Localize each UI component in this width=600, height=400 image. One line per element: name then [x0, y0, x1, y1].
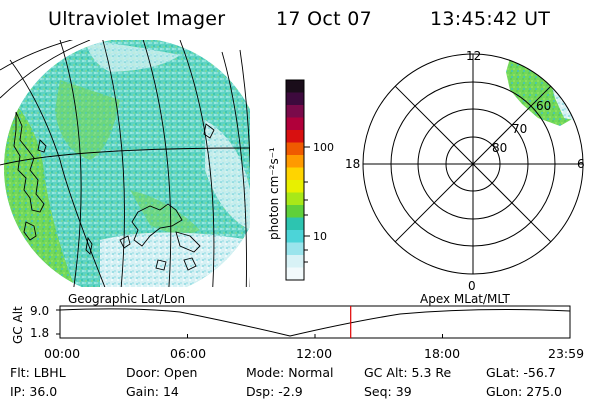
info-ip-value: 36.0 — [29, 384, 58, 399]
info-gc-alt: GC Alt: 5.3 Re — [364, 365, 451, 380]
info-flt-value: LBHL — [33, 365, 66, 380]
info-dsp-value: -2.9 — [278, 384, 303, 399]
info-seq-value: 39 — [395, 384, 412, 399]
info-glon: GLon: 275.0 — [486, 384, 562, 399]
info-flt-key: Flt: — [10, 365, 30, 380]
geographic-map — [0, 40, 250, 287]
info-door-key: Door: — [126, 365, 161, 380]
info-gain: Gain: 14 — [126, 384, 179, 399]
window-title: Ultraviolet Imager — [48, 8, 226, 30]
colorbar-swatch — [286, 217, 304, 231]
info-glat-key: GLat: — [486, 365, 520, 380]
info-glon-key: GLon: — [486, 384, 523, 399]
info-gain-key: Gain: — [126, 384, 159, 399]
mlt-label-12: 12 — [466, 49, 481, 63]
orbit-x-tick-0000: 00:00 — [44, 346, 81, 361]
mlt-label-0: 0 — [468, 279, 476, 293]
colorbar-swatch — [286, 192, 304, 206]
orbit-y-tick-1-8: 1.8 — [30, 326, 49, 340]
mlt-label-6: 6 — [577, 157, 585, 171]
colorbar-ticks — [304, 146, 310, 263]
mlat-label-70: 70 — [512, 122, 527, 136]
info-seq-key: Seq: — [364, 384, 392, 399]
colorbar-swatch — [286, 105, 304, 118]
orbit-x-tick-0600: 06:00 — [170, 346, 207, 361]
colorbar — [285, 79, 305, 281]
colorbar-swatch — [286, 242, 304, 256]
colorbar-swatch — [286, 80, 304, 93]
orbit-x-tick-2359: 23:59 — [548, 346, 585, 361]
info-glon-value: 275.0 — [526, 384, 562, 399]
polar-plot: 12 18 6 0 60 70 80 — [345, 49, 585, 293]
info-gc-alt-value: 5.3 Re — [411, 365, 452, 380]
colorbar-swatch — [286, 230, 304, 243]
mlat-label-60: 60 — [536, 99, 551, 113]
info-dsp-key: Dsp: — [246, 384, 275, 399]
mlt-label-18: 18 — [345, 157, 360, 171]
orbit-y-tick-9: 9.0 — [30, 304, 49, 318]
colorbar-swatch — [286, 142, 304, 156]
colorbar-swatch — [286, 130, 304, 143]
colorbar-swatch — [286, 117, 304, 131]
mlat-label-80: 80 — [492, 141, 507, 155]
colorbar-swatch — [286, 180, 304, 193]
orbit-x-tick-1200: 12:00 — [296, 346, 333, 361]
orbit-altitude-plot — [56, 305, 571, 339]
info-ip-key: IP: — [10, 384, 26, 399]
info-dsp: Dsp: -2.9 — [246, 384, 303, 399]
info-glat-value: -56.7 — [523, 365, 556, 380]
info-gc-alt-key: GC Alt: — [364, 365, 408, 380]
colorbar-tick-10: 10 — [313, 230, 327, 243]
colorbar-frame — [285, 79, 305, 281]
colorbar-swatch — [286, 267, 304, 281]
colorbar-swatch — [286, 167, 304, 181]
info-ip: IP: 36.0 — [10, 384, 57, 399]
info-mode-value: Normal — [288, 365, 334, 380]
date-readout: 17 Oct 07 — [276, 8, 372, 30]
colorbar-swatch — [286, 255, 304, 268]
colorbar-unit: photon cm⁻²s⁻¹ — [267, 147, 281, 240]
orbit-x-tick-1800: 18:00 — [424, 346, 461, 361]
info-glat: GLat: -56.7 — [486, 365, 556, 380]
info-door-value: Open — [164, 365, 198, 380]
colorbar-swatch — [286, 155, 304, 168]
info-flt: Flt: LBHL — [10, 365, 66, 380]
time-readout: 13:45:42 UT — [430, 8, 551, 30]
geo-map-label: Geographic Lat/Lon — [68, 292, 185, 306]
info-door: Door: Open — [126, 365, 197, 380]
info-mode-key: Mode: — [246, 365, 285, 380]
colorbar-tick-100: 100 — [313, 141, 334, 154]
colorbar-swatch — [286, 205, 304, 218]
info-seq: Seq: 39 — [364, 384, 412, 399]
polar-map-label: Apex MLat/MLT — [420, 292, 510, 306]
orbit-axis-label: GC Alt — [11, 306, 25, 344]
info-gain-value: 14 — [162, 384, 179, 399]
info-mode: Mode: Normal — [246, 365, 334, 380]
colorbar-swatch — [286, 92, 304, 106]
